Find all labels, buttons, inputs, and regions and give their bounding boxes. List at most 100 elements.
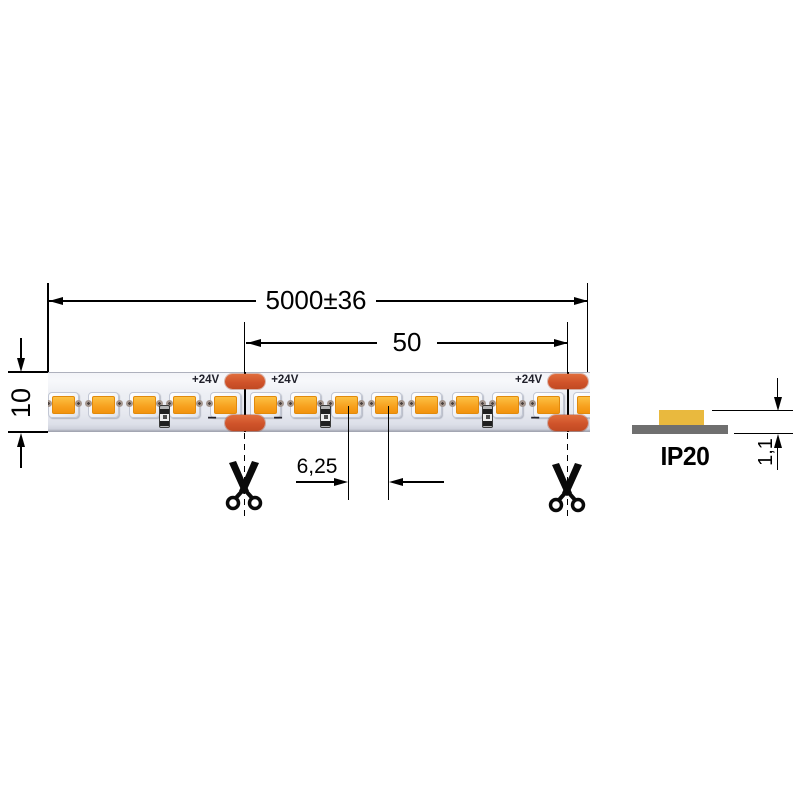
solder-pad-dot xyxy=(478,400,486,407)
solder-pad-dot xyxy=(519,400,527,407)
cut-line-right-upper xyxy=(566,322,569,372)
dim-pitch-arrow-right xyxy=(334,478,349,487)
solder-pad-dot xyxy=(206,400,214,407)
voltage-label: +24V xyxy=(192,374,220,386)
led-emitter xyxy=(576,396,590,414)
solder-pad-dot xyxy=(155,400,163,407)
dim-pitch-arrowline-right xyxy=(403,481,444,483)
solder-pad-dot xyxy=(488,400,496,407)
led-emitter xyxy=(294,396,318,414)
dim-width-arrowline-bottom xyxy=(20,446,22,468)
minus-label: − xyxy=(530,410,540,427)
scissors-icon xyxy=(548,463,586,513)
dim-overall-extension-left xyxy=(47,283,49,372)
led-emitter xyxy=(92,396,116,414)
dim-overall-arrow-right xyxy=(573,296,588,305)
solder-pad-minus xyxy=(548,415,589,431)
led xyxy=(249,392,281,418)
dim-width-tick-top xyxy=(8,371,48,373)
cut-line-left-upper xyxy=(243,322,246,372)
profile-led xyxy=(659,409,704,425)
led-emitter xyxy=(375,396,399,414)
led-emitter xyxy=(455,396,479,414)
dim-width-tick-bottom xyxy=(8,431,48,433)
dim-width-arrowline-top xyxy=(20,338,22,358)
led-emitter xyxy=(496,396,520,414)
dim-segment-arrow-left xyxy=(247,338,261,347)
led xyxy=(290,392,322,418)
dim-height-arrowline-top xyxy=(776,378,779,397)
scissors-icon xyxy=(225,461,263,511)
solder-pad-dot xyxy=(287,400,295,407)
led-emitter xyxy=(334,396,358,414)
resistor-marking xyxy=(324,415,329,419)
led xyxy=(128,392,160,418)
solder-pad-dot xyxy=(317,400,325,407)
led xyxy=(330,392,362,418)
led-emitter xyxy=(253,396,277,414)
dim-width-label: 10 xyxy=(6,387,36,419)
led-emitter xyxy=(536,396,560,414)
dim-pitch-label: 6,25 xyxy=(296,455,338,478)
solder-pad-dot xyxy=(408,400,416,407)
dim-height-label: 1,1 xyxy=(755,438,777,466)
resistor-marking xyxy=(485,415,490,419)
cut-line-left-lower xyxy=(243,433,246,521)
solder-pad-plus xyxy=(225,374,266,389)
dim-height-arrow-down xyxy=(773,396,782,411)
voltage-label: +24V xyxy=(515,374,543,386)
cut-line xyxy=(244,372,246,432)
solder-pad-dot xyxy=(398,400,406,407)
dim-pitch-arrowline-left xyxy=(296,481,335,483)
profile-pcb xyxy=(632,424,728,434)
led-strip: +24V+24V−−+24V+24V−− xyxy=(48,372,590,432)
dim-overall-arrow-left xyxy=(49,296,63,305)
dim-height-line-bottom xyxy=(734,432,793,435)
dim-pitch-extension-b xyxy=(387,406,390,500)
solder-pad-plus xyxy=(548,374,589,389)
led xyxy=(532,392,564,418)
solder-pad-dot xyxy=(165,400,173,407)
dim-width-arrow-down xyxy=(17,357,25,372)
led xyxy=(572,392,590,418)
solder-pad-minus xyxy=(225,415,266,431)
resistor xyxy=(481,405,493,428)
solder-pad-dot xyxy=(327,400,335,407)
led xyxy=(411,392,443,418)
led-emitter xyxy=(173,396,197,414)
solder-pad-dot xyxy=(115,400,123,407)
solder-pad-dot xyxy=(75,400,83,407)
solder-pad-dot xyxy=(85,400,93,407)
dim-overall-label: 5000±36 xyxy=(256,287,376,314)
solder-pad-dot xyxy=(438,400,446,407)
dim-height-arrow-up xyxy=(773,434,782,449)
solder-pad-dot xyxy=(277,400,285,407)
solder-pad-dot xyxy=(48,400,52,407)
led-emitter xyxy=(132,396,156,414)
dim-segment-label: 50 xyxy=(377,329,437,356)
led-emitter xyxy=(415,396,439,414)
led-emitter xyxy=(52,396,75,414)
solder-pad-dot xyxy=(357,400,365,407)
dim-width-arrow-up xyxy=(17,432,25,447)
dim-height-line-top xyxy=(712,409,793,412)
solder-pad-dot xyxy=(125,400,133,407)
cut-line xyxy=(567,372,570,432)
minus-label: − xyxy=(273,410,283,427)
dim-height-arrowline-bottom xyxy=(776,448,779,470)
resistor-marking xyxy=(162,415,167,419)
ip-rating-label: IP20 xyxy=(660,441,710,471)
dim-pitch-arrow-left xyxy=(389,478,404,487)
resistor xyxy=(320,405,332,428)
resistor xyxy=(158,405,170,428)
led xyxy=(371,392,403,418)
cut-line-right-lower xyxy=(566,433,569,521)
dim-pitch-extension-a xyxy=(347,406,350,500)
solder-pad-dot xyxy=(448,400,456,407)
minus-label: − xyxy=(207,410,217,427)
solder-pad-dot xyxy=(367,400,375,407)
solder-pad-dot xyxy=(529,400,537,407)
dim-segment-arrow-right xyxy=(553,338,568,347)
solder-pad-dot xyxy=(196,400,204,407)
